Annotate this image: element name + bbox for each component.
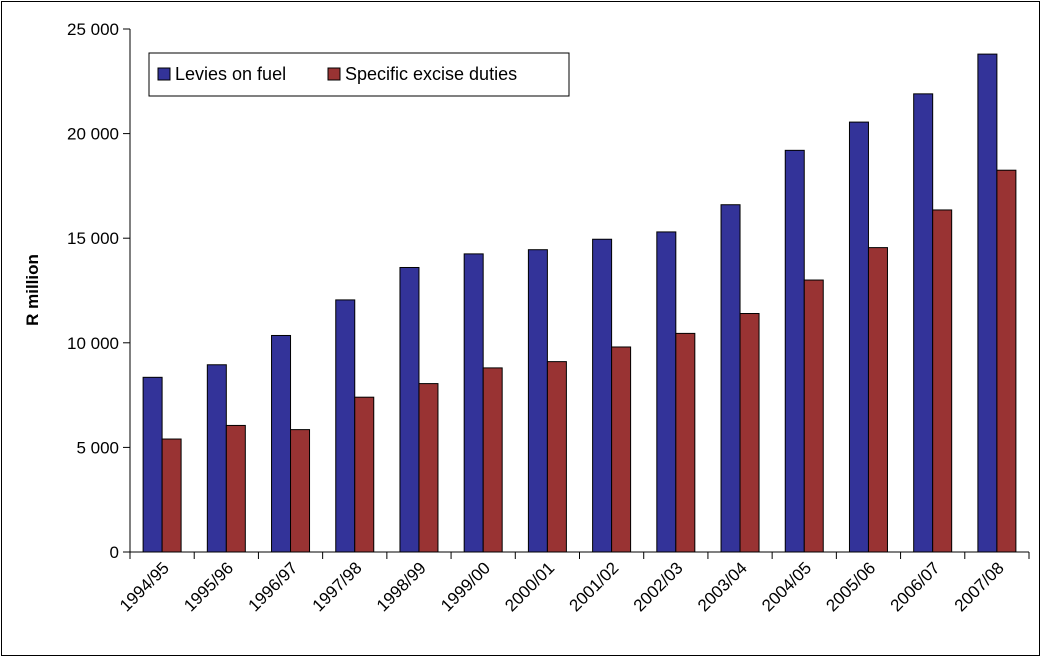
bar-specific-excise-duties [996,169,1017,553]
bar-specific-excise-duties [482,367,503,553]
bar-levies-on-fuel [463,253,484,553]
bar-specific-excise-duties [739,313,760,553]
bar-specific-excise-duties [867,247,888,553]
y-tick-label: 15 000 [67,229,119,248]
bar-levies-on-fuel [913,93,934,553]
x-tick-label: 2007/08 [951,558,1008,615]
y-tick-label: 0 [110,543,119,562]
bar-specific-excise-duties [611,346,632,553]
y-tick-label: 5 000 [76,438,119,457]
bar-levies-on-fuel [271,334,292,553]
x-tick-label: 1996/97 [244,558,301,615]
x-tick-label: 1999/00 [437,558,494,615]
legend-swatch-levies [157,67,171,81]
bar-levies-on-fuel [656,231,677,553]
x-tick-label: 2002/03 [630,558,687,615]
x-tick-label: 1997/98 [309,558,366,615]
x-tick-label: 2003/04 [694,558,751,615]
bar-levies-on-fuel [335,299,356,553]
legend-label-levies: Levies on fuel [175,64,286,84]
x-tick-label: 2000/01 [501,558,558,615]
bar-specific-excise-duties [546,361,567,553]
bars [142,53,1017,553]
y-axis-label: R million [23,254,42,326]
legend: Levies on fuel Specific excise duties [148,52,570,97]
bar-levies-on-fuel [977,53,998,553]
bar-specific-excise-duties [225,424,246,553]
y-axis: 0 5 000 10 000 15 000 20 000 25 000 [67,20,131,562]
legend-box [148,52,570,97]
bar-specific-excise-duties [418,383,439,553]
x-tick-label: 2006/07 [887,558,944,615]
bar-specific-excise-duties [161,438,182,553]
bar-levies-on-fuel [206,364,227,553]
bar-levies-on-fuel [527,249,548,553]
legend-label-excise: Specific excise duties [345,64,517,84]
bar-levies-on-fuel [848,121,869,553]
bar-specific-excise-duties [803,279,824,553]
bar-levies-on-fuel [720,204,741,553]
y-tick-label: 20 000 [67,125,119,144]
x-tick-label: 2004/05 [758,558,815,615]
x-tick-label: 2001/02 [566,558,623,615]
bar-specific-excise-duties [290,429,311,553]
bar-specific-excise-duties [675,332,696,553]
x-tick-label: 1994/95 [116,558,173,615]
x-axis: 1994/95 1995/96 1996/97 1997/98 1998/99 1999/… [116,551,1030,615]
x-tick-label: 2005/06 [822,558,879,615]
legend-swatch-excise [327,67,341,81]
y-tick-label: 25 000 [67,20,119,39]
x-tick-label: 1995/96 [180,558,237,615]
y-tick-label: 10 000 [67,334,119,353]
bar-levies-on-fuel [142,376,163,553]
bar-levies-on-fuel [592,238,613,553]
bar-levies-on-fuel [399,266,420,553]
bar-specific-excise-duties [932,209,953,553]
x-tick-label: 1998/99 [373,558,430,615]
bar-levies-on-fuel [784,149,805,553]
bar-specific-excise-duties [354,396,375,553]
